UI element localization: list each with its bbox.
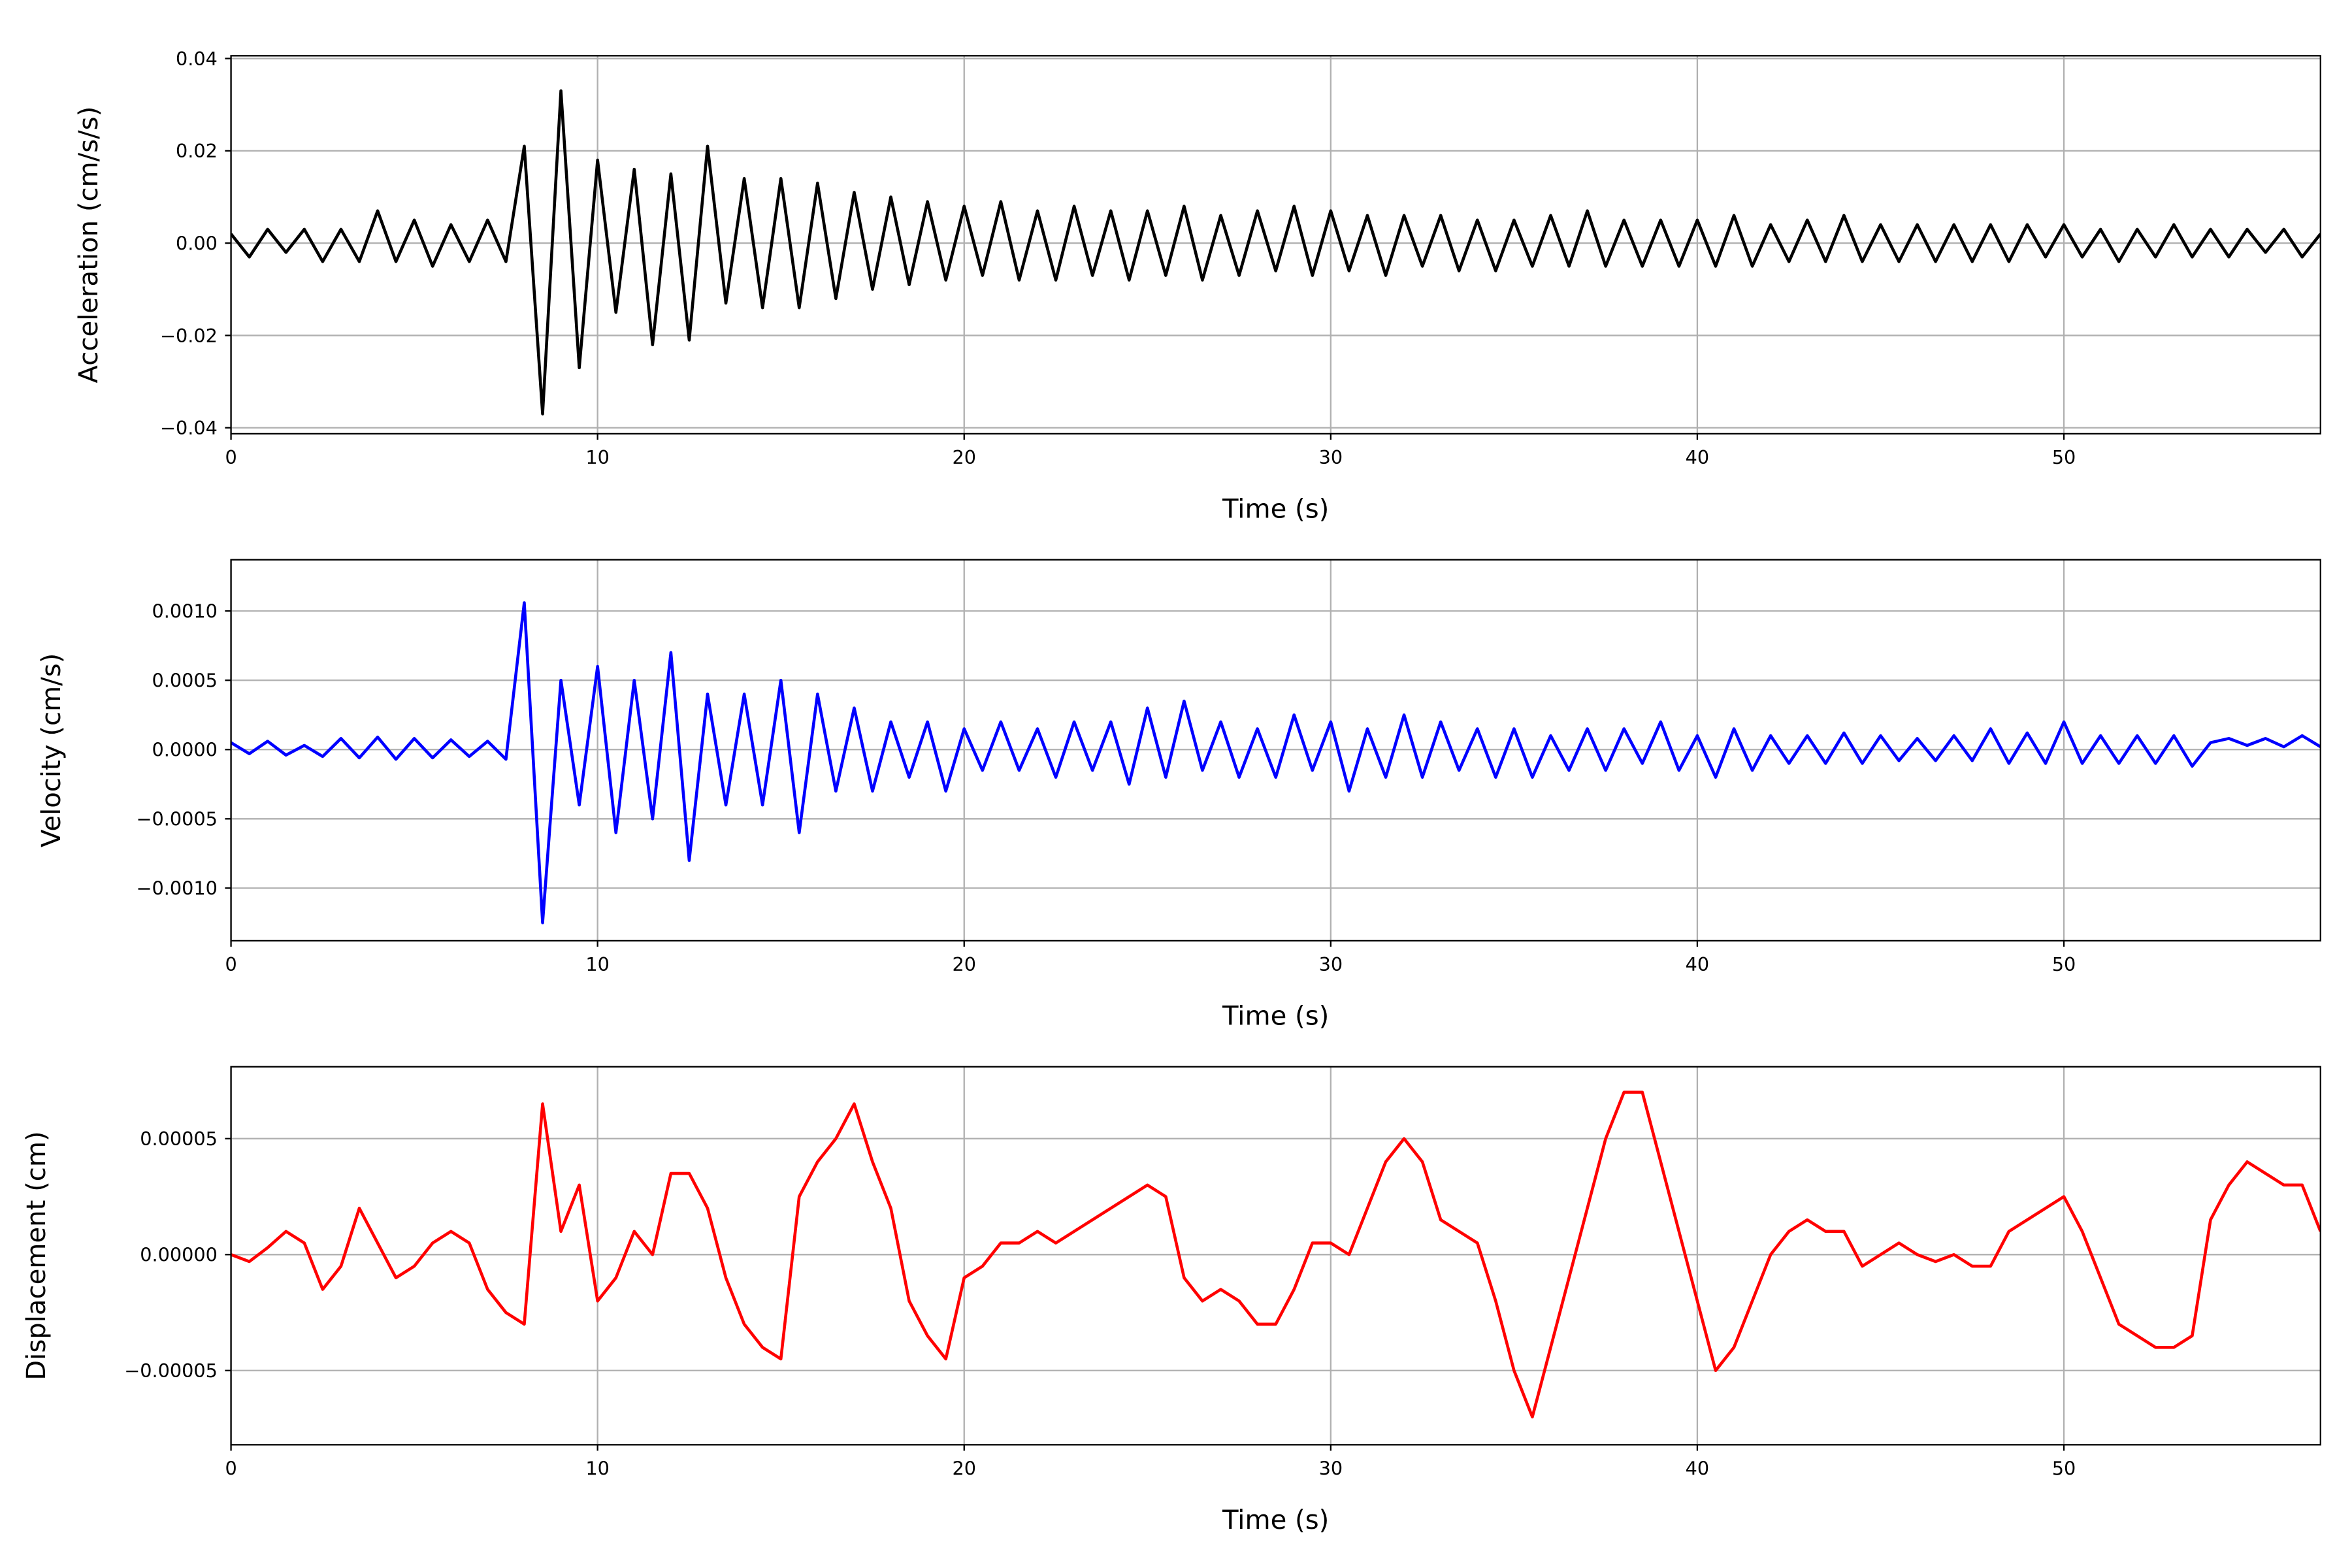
x-tick-label: 50 [2052, 1457, 2076, 1479]
y-axis-label: Velocity (cm/s) [37, 653, 67, 847]
y-tick-label: −0.04 [160, 417, 218, 439]
x-tick-label: 30 [1319, 1457, 1343, 1479]
x-tick-label: 30 [1319, 953, 1343, 975]
x-axis-label: Time (s) [1222, 1001, 1329, 1031]
x-tick-label: 20 [952, 1457, 976, 1479]
x-tick-label: 0 [225, 446, 237, 468]
x-tick-label: 50 [2052, 953, 2076, 975]
x-tick-label: 10 [585, 1457, 610, 1479]
plot-area [231, 89, 2321, 416]
x-axis-label: Time (s) [1222, 1505, 1329, 1535]
plot-area [231, 1090, 2321, 1419]
axes-frame [230, 55, 2321, 435]
x-tick-label: 20 [952, 953, 976, 975]
data-line [231, 89, 2321, 416]
y-tick-label: −0.00005 [124, 1360, 218, 1382]
y-tick-label: 0.00 [176, 232, 218, 254]
axes-frame [230, 559, 2321, 942]
y-tick-label: 0.0005 [152, 670, 218, 692]
x-tick-label: 40 [1686, 1457, 1710, 1479]
axes-frame [230, 1066, 2321, 1446]
y-tick-label: 0.0000 [152, 739, 218, 761]
data-line [231, 1090, 2321, 1419]
y-tick-label: 0.04 [176, 48, 218, 70]
y-tick-label: −0.0010 [136, 877, 217, 900]
y-tick-label: −0.02 [160, 325, 218, 347]
x-tick-label: 10 [585, 446, 610, 468]
x-tick-label: 50 [2052, 446, 2076, 468]
y-axis-label: Acceleration (cm/s/s) [74, 106, 104, 384]
y-tick-label: 0.00000 [140, 1244, 218, 1266]
x-tick-label: 40 [1686, 446, 1710, 468]
x-tick-label: 20 [952, 446, 976, 468]
data-line [231, 601, 2321, 924]
x-tick-label: 10 [585, 953, 610, 975]
x-tick-label: 0 [225, 953, 237, 975]
y-axis-label: Displacement (cm) [22, 1131, 52, 1380]
y-tick-label: 0.02 [176, 140, 218, 162]
x-tick-label: 30 [1319, 446, 1343, 468]
x-axis-label: Time (s) [1222, 494, 1329, 524]
plot-area [231, 601, 2321, 924]
y-tick-label: −0.0005 [136, 808, 217, 830]
x-tick-label: 0 [225, 1457, 237, 1479]
y-tick-label: 0.00005 [140, 1128, 218, 1150]
y-tick-label: 0.0010 [152, 600, 218, 623]
x-tick-label: 40 [1686, 953, 1710, 975]
